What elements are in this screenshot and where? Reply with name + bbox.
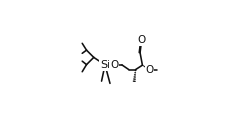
Text: O: O	[110, 60, 118, 70]
Text: O: O	[146, 65, 154, 75]
Polygon shape	[142, 65, 150, 71]
Text: O: O	[138, 35, 146, 45]
Text: Si: Si	[100, 60, 110, 70]
